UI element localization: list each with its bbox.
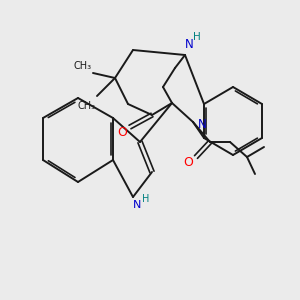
Text: O: O [183, 155, 193, 169]
Text: O: O [117, 127, 127, 140]
Text: N: N [184, 38, 194, 52]
Text: H: H [193, 32, 201, 42]
Text: N: N [198, 118, 206, 130]
Text: H: H [142, 194, 150, 204]
Text: CH₃: CH₃ [74, 61, 92, 71]
Text: N: N [133, 200, 141, 210]
Text: CH₃: CH₃ [78, 101, 96, 111]
